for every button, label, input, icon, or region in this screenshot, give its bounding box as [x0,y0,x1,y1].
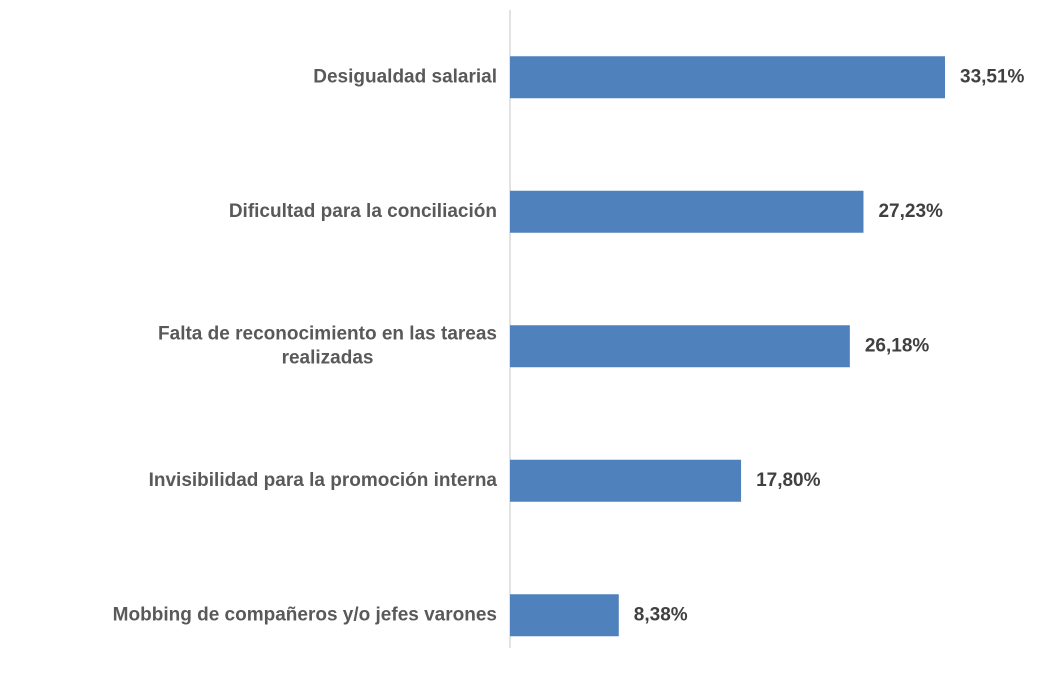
category-label: realizadas [282,347,374,368]
category-label: Mobbing de compañeros y/o jefes varones [113,604,497,625]
category-label: Falta de reconocimiento en las tareas [158,323,497,344]
category-label: Invisibilidad para la promoción interna [149,470,498,491]
data-label: 17,80% [756,470,821,491]
bar [510,459,742,502]
data-label: 27,23% [878,201,943,222]
category-label: Desigualdad salarial [313,66,497,87]
category-label: Dificultad para la conciliación [229,201,497,222]
bar [510,190,864,233]
data-label: 33,51% [960,66,1025,87]
bar [510,56,945,99]
bar [510,594,619,637]
data-label: 26,18% [865,335,930,356]
bar [510,325,850,368]
data-label: 8,38% [634,604,688,625]
